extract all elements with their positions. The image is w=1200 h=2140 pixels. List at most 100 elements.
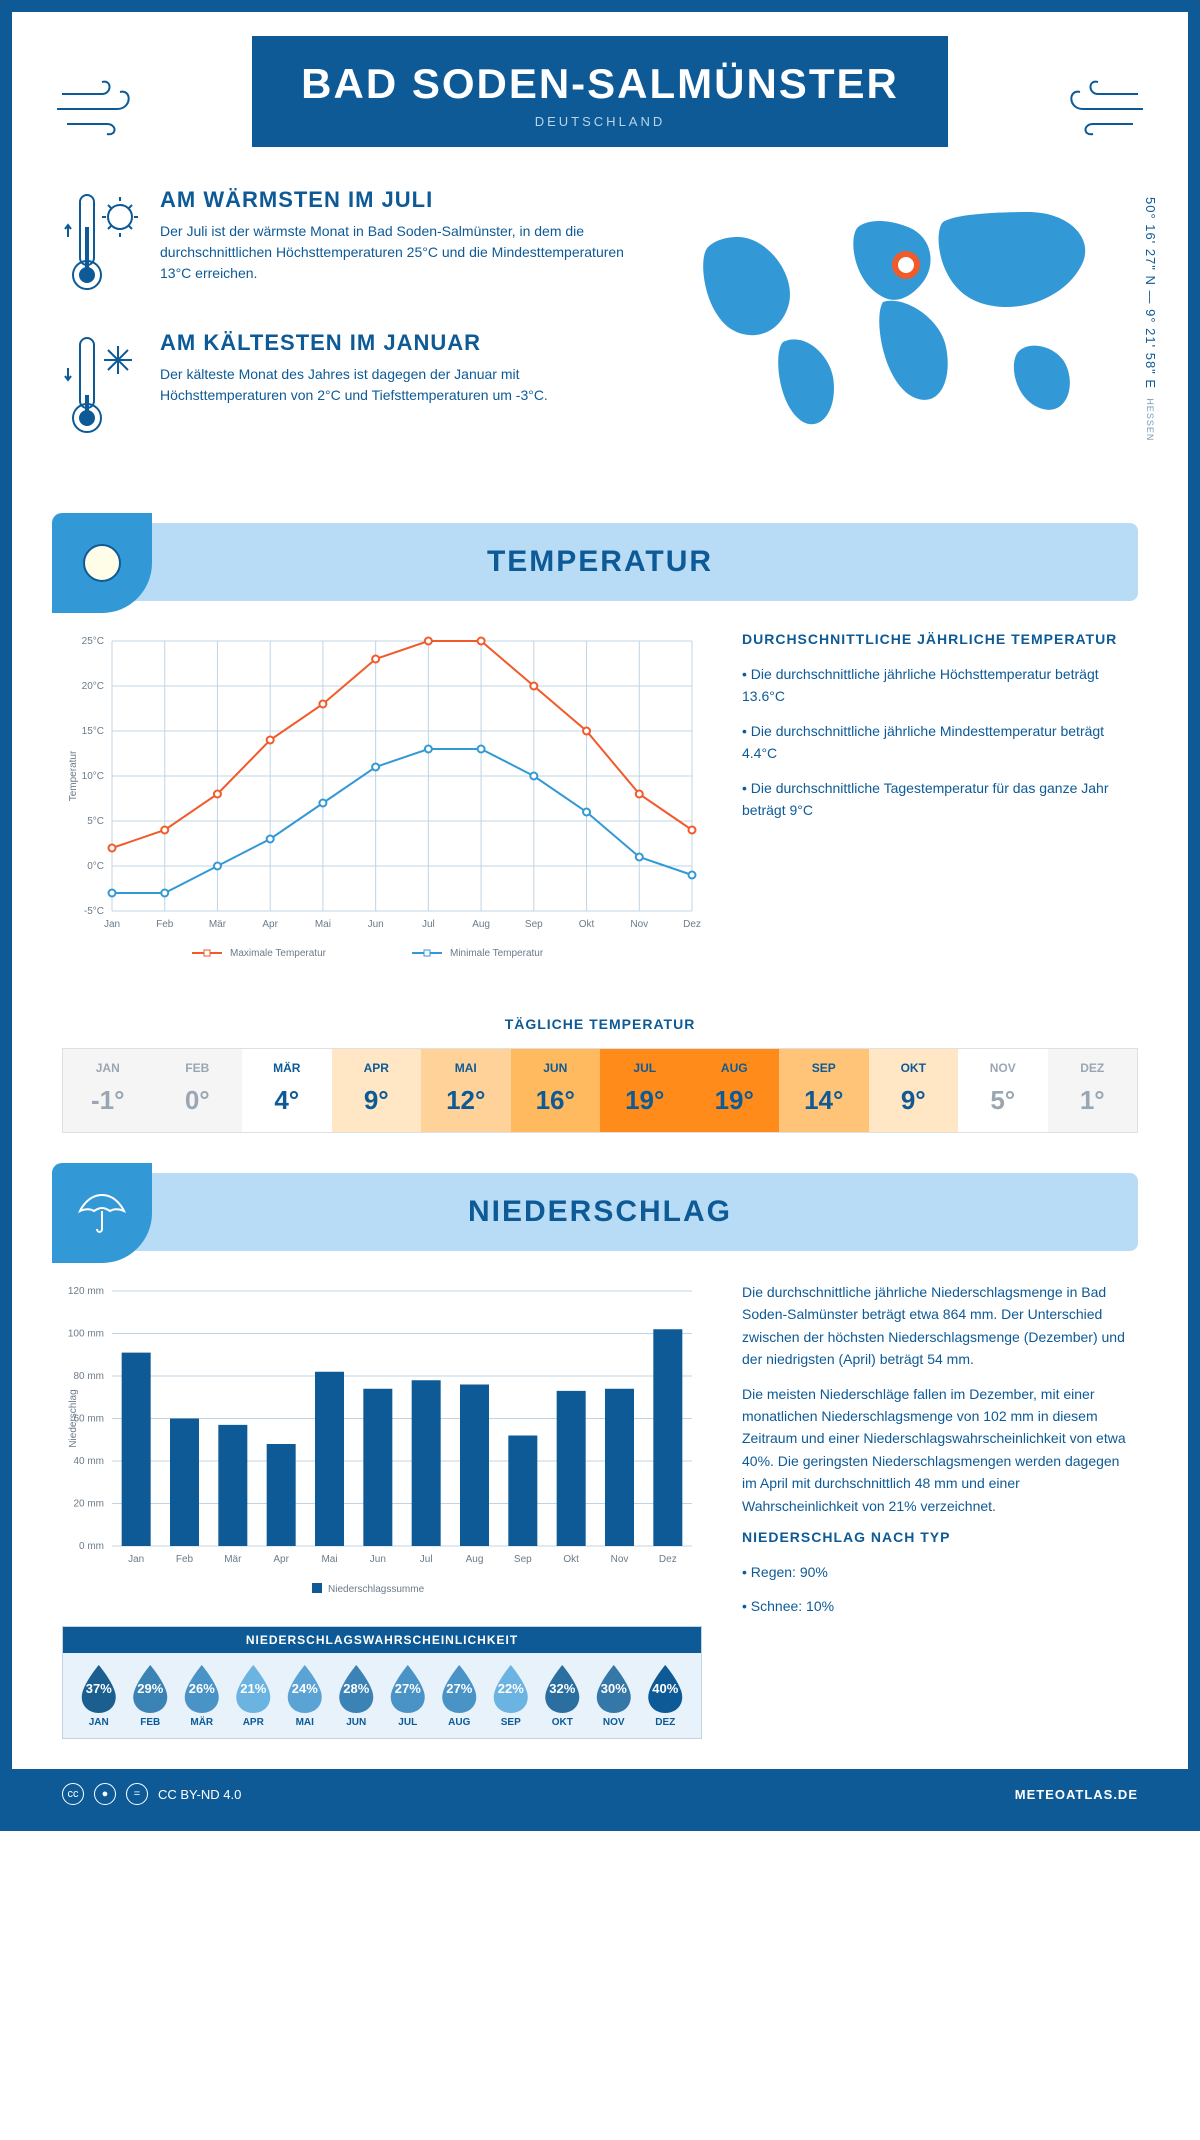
thermometer-sun-icon: [62, 187, 142, 302]
svg-text:Apr: Apr: [262, 919, 278, 930]
svg-text:Mär: Mär: [224, 1554, 242, 1565]
probability-drop: 28%JUN: [331, 1663, 383, 1728]
wind-icon-left: [52, 74, 152, 149]
precip-p1: Die durchschnittliche jährliche Niedersc…: [742, 1281, 1138, 1371]
probability-drop: 27%JUL: [382, 1663, 434, 1728]
precip-p3: • Regen: 90%: [742, 1561, 1138, 1583]
footer: cc ● = CC BY-ND 4.0 METEOATLAS.DE: [12, 1769, 1188, 1819]
city-title: BAD SODEN-SALMÜNSTER: [292, 60, 908, 108]
svg-text:20 mm: 20 mm: [73, 1499, 104, 1510]
precip-chart-row: 0 mm20 mm40 mm60 mm80 mm100 mm120 mmJanF…: [12, 1251, 1188, 1769]
probability-drop: 30%NOV: [588, 1663, 640, 1728]
svg-text:10°C: 10°C: [82, 771, 104, 782]
header-banner: BAD SODEN-SALMÜNSTER DEUTSCHLAND: [252, 36, 948, 147]
temp-cell: MAI12°: [421, 1049, 511, 1132]
coldest-text: Der kälteste Monat des Jahres ist dagege…: [160, 364, 648, 406]
svg-text:Minimale Temperatur: Minimale Temperatur: [450, 948, 544, 959]
temp-cell: APR9°: [332, 1049, 422, 1132]
page-container: BAD SODEN-SALMÜNSTER DEUTSCHLAND AM WÄRM…: [0, 0, 1200, 1831]
svg-text:Niederschlagssumme: Niederschlagssumme: [328, 1584, 425, 1595]
temp-text-p2: • Die durchschnittliche jährliche Mindes…: [742, 720, 1138, 765]
precip-p4: • Schnee: 10%: [742, 1595, 1138, 1617]
svg-text:15°C: 15°C: [82, 726, 104, 737]
probability-drops: 37%JAN29%FEB26%MÄR21%APR24%MAI28%JUN27%J…: [73, 1663, 691, 1728]
precip-p2: Die meisten Niederschläge fallen im Deze…: [742, 1383, 1138, 1517]
daily-temp-grid: JAN-1°FEB0°MÄR4°APR9°MAI12°JUN16°JUL19°A…: [62, 1048, 1138, 1133]
svg-text:20°C: 20°C: [82, 681, 104, 692]
probability-drop: 37%JAN: [73, 1663, 125, 1728]
site-name: METEOATLAS.DE: [1015, 1787, 1138, 1802]
svg-text:Temperatur: Temperatur: [68, 750, 79, 801]
wind-icon-right: [1048, 74, 1148, 149]
intro-section: AM WÄRMSTEN IM JULI Der Juli ist der wär…: [12, 147, 1188, 493]
precip-type-heading: NIEDERSCHLAG NACH TYP: [742, 1529, 1138, 1545]
svg-text:5°C: 5°C: [87, 816, 104, 827]
temp-cell: DEZ1°: [1048, 1049, 1138, 1132]
svg-text:Jan: Jan: [104, 919, 120, 930]
svg-text:Mär: Mär: [209, 919, 227, 930]
nd-icon: =: [126, 1783, 148, 1805]
temp-text-p1: • Die durchschnittliche jährliche Höchst…: [742, 663, 1138, 708]
svg-text:Niederschlag: Niederschlag: [68, 1389, 79, 1447]
svg-text:120 mm: 120 mm: [68, 1286, 104, 1297]
svg-text:Mai: Mai: [321, 1554, 337, 1565]
sun-icon: [52, 513, 152, 613]
svg-text:Jun: Jun: [368, 919, 384, 930]
precip-heading: NIEDERSCHLAG: [84, 1195, 1116, 1229]
probability-box: NIEDERSCHLAGSWAHRSCHEINLICHKEIT 37%JAN29…: [62, 1626, 702, 1739]
svg-text:Apr: Apr: [273, 1554, 289, 1565]
probability-drop: 40%DEZ: [640, 1663, 692, 1728]
thermometer-snow-icon: [62, 330, 142, 445]
daily-temp-title: TÄGLICHE TEMPERATUR: [12, 1016, 1188, 1032]
probability-drop: 24%MAI: [279, 1663, 331, 1728]
svg-text:0 mm: 0 mm: [79, 1541, 104, 1552]
svg-text:25°C: 25°C: [82, 636, 104, 647]
coldest-fact: AM KÄLTESTEN IM JANUAR Der kälteste Mona…: [62, 330, 648, 445]
by-icon: ●: [94, 1783, 116, 1805]
cc-icon: cc: [62, 1783, 84, 1805]
temp-text-heading: DURCHSCHNITTLICHE JÄHRLICHE TEMPERATUR: [742, 631, 1138, 647]
temp-cell: FEB0°: [153, 1049, 243, 1132]
svg-text:40 mm: 40 mm: [73, 1456, 104, 1467]
world-map: 50° 16' 27" N — 9° 21' 58" E HESSEN: [688, 187, 1138, 473]
warmest-fact: AM WÄRMSTEN IM JULI Der Juli ist der wär…: [62, 187, 648, 302]
probability-drop: 21%APR: [228, 1663, 280, 1728]
svg-text:Dez: Dez: [683, 919, 701, 930]
temp-cell: OKT9°: [869, 1049, 959, 1132]
temp-section-banner: TEMPERATUR: [62, 523, 1138, 601]
precipitation-bar-chart: 0 mm20 mm40 mm60 mm80 mm100 mm120 mmJanF…: [62, 1281, 702, 1601]
svg-text:Okt: Okt: [563, 1554, 579, 1565]
svg-text:0°C: 0°C: [87, 861, 104, 872]
temp-cell: AUG19°: [690, 1049, 780, 1132]
svg-text:100 mm: 100 mm: [68, 1329, 104, 1340]
temp-cell: MÄR4°: [242, 1049, 332, 1132]
temp-cell: JUL19°: [600, 1049, 690, 1132]
svg-text:Jul: Jul: [420, 1554, 433, 1565]
svg-text:Feb: Feb: [156, 919, 174, 930]
svg-text:-5°C: -5°C: [84, 906, 104, 917]
probability-drop: 27%AUG: [434, 1663, 486, 1728]
temperature-line-chart: -5°C 0°C 5°C 10°C 15°C 20°C 25°C Jan Feb Mär Apr Ma…: [62, 631, 702, 971]
svg-text:80 mm: 80 mm: [73, 1371, 104, 1382]
svg-text:Nov: Nov: [630, 919, 648, 930]
license-text: CC BY-ND 4.0: [158, 1787, 241, 1802]
coordinates: 50° 16' 27" N — 9° 21' 58" E HESSEN: [1143, 197, 1158, 441]
svg-text:Mai: Mai: [315, 919, 331, 930]
temp-heading: TEMPERATUR: [84, 545, 1116, 579]
svg-text:Sep: Sep: [514, 1554, 532, 1565]
precip-section-banner: NIEDERSCHLAG: [62, 1173, 1138, 1251]
svg-text:Nov: Nov: [611, 1554, 629, 1565]
svg-text:Jun: Jun: [370, 1554, 386, 1565]
probability-drop: 22%SEP: [485, 1663, 537, 1728]
temp-cell: JUN16°: [511, 1049, 601, 1132]
temp-chart-row: -5°C 0°C 5°C 10°C 15°C 20°C 25°C Jan Feb Mär Apr Ma…: [12, 601, 1188, 1006]
svg-text:Sep: Sep: [525, 919, 543, 930]
warmest-title: AM WÄRMSTEN IM JULI: [160, 187, 648, 213]
umbrella-icon: [52, 1163, 152, 1263]
svg-text:Jan: Jan: [128, 1554, 144, 1565]
probability-drop: 29%FEB: [125, 1663, 177, 1728]
warmest-text: Der Juli ist der wärmste Monat in Bad So…: [160, 221, 648, 284]
svg-text:Jul: Jul: [422, 919, 435, 930]
svg-text:Aug: Aug: [472, 919, 490, 930]
probability-drop: 26%MÄR: [176, 1663, 228, 1728]
